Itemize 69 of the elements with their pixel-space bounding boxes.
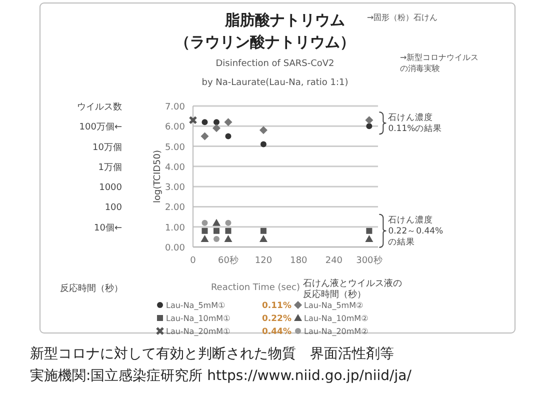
point bbox=[212, 124, 220, 132]
text: 石けん液とウイルス液の bbox=[303, 279, 402, 289]
point bbox=[365, 116, 374, 124]
text: 実施機関:国立感染症研究所 https://www.niid.go.jp/niid/ja/ bbox=[30, 368, 412, 384]
x-tick-label: 240 bbox=[325, 256, 343, 266]
point bbox=[200, 234, 209, 242]
point bbox=[260, 228, 266, 234]
y-tick-label: 3.00 bbox=[164, 183, 186, 194]
x-tick-label: 0 bbox=[190, 256, 196, 266]
point bbox=[213, 236, 220, 242]
text: 0.11% bbox=[262, 301, 292, 311]
legend-label: Lau-Na_20mM① bbox=[166, 327, 230, 336]
text: 10万個 bbox=[92, 142, 122, 153]
text: ウイルス数 bbox=[77, 102, 122, 112]
text: →新型コロナウイルスの消毒実験 bbox=[400, 53, 479, 73]
chart-subtitle: （ラウリン酸ナトリウム） bbox=[175, 33, 355, 51]
text: 10個← bbox=[94, 222, 122, 234]
point bbox=[365, 234, 374, 242]
point bbox=[259, 126, 268, 134]
point bbox=[260, 141, 266, 148]
point bbox=[259, 234, 268, 242]
point bbox=[202, 228, 208, 234]
text: Disinfection of SARS-CoV2 bbox=[216, 59, 334, 69]
chart-title: 脂肪酸ナトリウム bbox=[224, 11, 345, 29]
point bbox=[225, 220, 232, 226]
point bbox=[202, 220, 208, 226]
x-axis-title: Reaction Time (sec) bbox=[210, 283, 300, 293]
y-tick-label: 0.00 bbox=[164, 244, 186, 254]
y-tick-label: 7.00 bbox=[164, 102, 186, 112]
legend-label: Lau-Na_5mM② bbox=[304, 301, 364, 310]
text: by Na-Laurate(Lau-Na, ratio 1:1) bbox=[202, 78, 348, 88]
legend-label: Lau-Na_10mM① bbox=[166, 314, 230, 323]
y-axis-title: log(TCID50) bbox=[153, 150, 163, 204]
x-tick-label: 120 bbox=[254, 256, 272, 266]
text: →固形（粉）石けん bbox=[367, 13, 438, 22]
point bbox=[212, 218, 220, 226]
y-tick-label: 6.00 bbox=[164, 122, 186, 133]
text: 0.22% bbox=[262, 314, 292, 324]
annotation: 石けん濃度 0.22～0.44% の結果 bbox=[388, 214, 444, 248]
annotation: 石けん濃度 0.11%の結果 bbox=[388, 112, 442, 134]
point bbox=[188, 116, 198, 124]
y-tick-label: 5.00 bbox=[164, 142, 186, 153]
legend-label: Lau-Na_10mM② bbox=[304, 314, 368, 323]
legend-label: Lau-Na_20mM② bbox=[304, 327, 368, 336]
text: 0.44% bbox=[262, 327, 292, 337]
point bbox=[366, 228, 372, 234]
point bbox=[366, 123, 372, 130]
point bbox=[200, 132, 209, 140]
y-tick-label: 1.00 bbox=[164, 223, 186, 234]
point bbox=[224, 118, 232, 126]
point bbox=[202, 119, 208, 126]
text: 新型コロナに対して有効と判断された物質 界面活性剤等 bbox=[30, 346, 394, 362]
point bbox=[213, 228, 220, 234]
point bbox=[225, 228, 232, 234]
text: 反応時間（秒） bbox=[303, 289, 366, 300]
text: 100万個← bbox=[79, 122, 122, 133]
y-tick-label: 4.00 bbox=[164, 162, 186, 173]
text: 100 bbox=[104, 203, 122, 214]
text: 1万個 bbox=[98, 162, 122, 173]
point bbox=[213, 119, 220, 126]
text: 1000 bbox=[99, 183, 122, 194]
x-tick-label: 60秒 bbox=[218, 255, 238, 266]
y-tick-label: 2.00 bbox=[164, 203, 186, 214]
x-tick-label: 300秒 bbox=[356, 255, 382, 266]
point bbox=[224, 234, 232, 242]
x-tick-label: 180 bbox=[290, 256, 308, 266]
text: 反応時間（秒） bbox=[60, 284, 123, 294]
point bbox=[225, 133, 232, 140]
legend-label: Lau-Na_5mM① bbox=[166, 301, 226, 310]
